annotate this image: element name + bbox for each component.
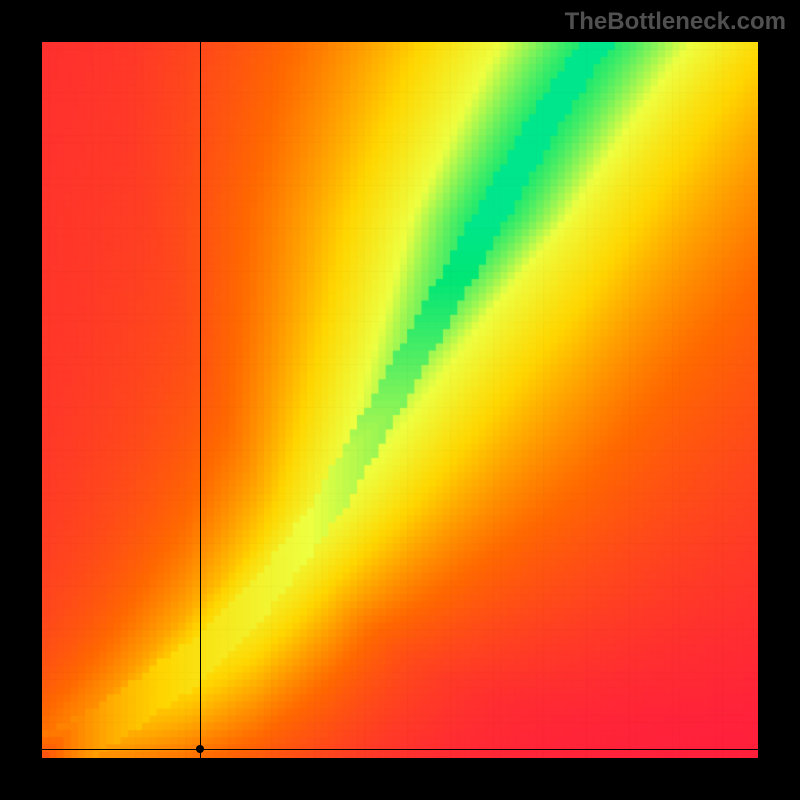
figure-container: TheBottleneck.com [0,0,800,800]
watermark-text: TheBottleneck.com [565,8,786,36]
crosshair-vertical [200,42,201,758]
crosshair-horizontal [42,749,758,750]
bottleneck-heatmap [42,42,758,758]
crosshair-marker [196,745,204,753]
